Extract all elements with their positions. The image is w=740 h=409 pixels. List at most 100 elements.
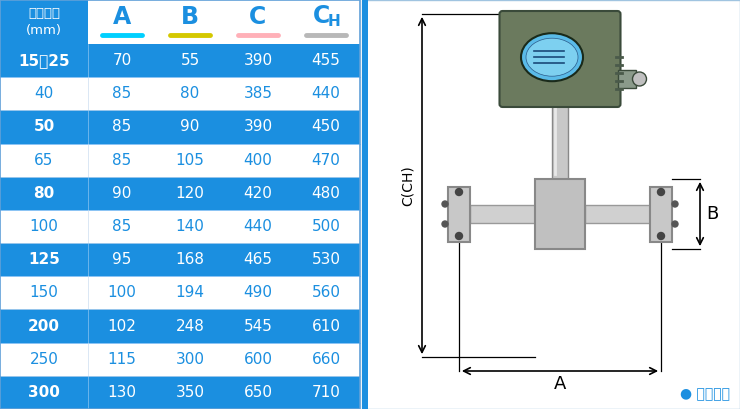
- Text: 490: 490: [243, 285, 272, 300]
- Text: 100: 100: [30, 219, 58, 234]
- Bar: [535, 179, 585, 249]
- FancyBboxPatch shape: [500, 11, 621, 107]
- Text: 390: 390: [243, 53, 272, 68]
- Bar: [88, 343, 156, 376]
- Bar: [156, 44, 224, 77]
- Bar: [88, 376, 156, 409]
- Text: 710: 710: [312, 385, 340, 400]
- Bar: [88, 243, 156, 276]
- Bar: [224, 276, 292, 310]
- Bar: [224, 210, 292, 243]
- Bar: [0, 343, 88, 376]
- Text: 420: 420: [243, 186, 272, 201]
- Bar: [156, 343, 224, 376]
- Bar: [224, 144, 292, 177]
- Bar: [224, 0, 292, 44]
- Bar: [292, 243, 360, 276]
- Bar: [88, 310, 156, 343]
- Text: 248: 248: [175, 319, 204, 334]
- Bar: [292, 210, 360, 243]
- Bar: [88, 77, 156, 110]
- Bar: [88, 144, 156, 177]
- Bar: [224, 110, 292, 144]
- Bar: [88, 210, 156, 243]
- Text: 385: 385: [243, 86, 272, 101]
- Bar: [0, 376, 88, 409]
- Bar: [0, 44, 88, 77]
- Bar: [156, 376, 224, 409]
- Bar: [617, 70, 636, 88]
- Text: 465: 465: [243, 252, 272, 267]
- Text: 390: 390: [243, 119, 272, 135]
- Text: 80: 80: [33, 186, 55, 201]
- Bar: [292, 376, 360, 409]
- Circle shape: [658, 189, 665, 196]
- Bar: [292, 177, 360, 210]
- Text: 90: 90: [112, 186, 132, 201]
- Text: 660: 660: [312, 352, 340, 367]
- Text: 90: 90: [181, 119, 200, 135]
- Circle shape: [672, 221, 678, 227]
- Bar: [156, 276, 224, 310]
- Text: 650: 650: [243, 385, 272, 400]
- Bar: [224, 44, 292, 77]
- Bar: [552, 104, 568, 179]
- Bar: [362, 0, 368, 409]
- Text: B: B: [706, 205, 718, 223]
- Text: 15～25: 15～25: [18, 53, 70, 68]
- Ellipse shape: [526, 38, 578, 76]
- Bar: [362, 0, 740, 409]
- Bar: [0, 276, 88, 310]
- Text: A: A: [113, 5, 131, 29]
- Bar: [156, 144, 224, 177]
- Bar: [292, 44, 360, 77]
- Bar: [88, 44, 156, 77]
- Circle shape: [658, 232, 665, 240]
- Text: 85: 85: [112, 86, 132, 101]
- Bar: [88, 110, 156, 144]
- Text: 440: 440: [243, 219, 272, 234]
- Text: 85: 85: [112, 119, 132, 135]
- Bar: [224, 243, 292, 276]
- Circle shape: [456, 189, 462, 196]
- Bar: [292, 343, 360, 376]
- Text: 470: 470: [312, 153, 340, 168]
- Bar: [224, 343, 292, 376]
- Bar: [470, 205, 535, 223]
- Text: H: H: [328, 13, 340, 29]
- Bar: [224, 376, 292, 409]
- Text: 250: 250: [30, 352, 58, 367]
- Text: 450: 450: [312, 119, 340, 135]
- Bar: [88, 177, 156, 210]
- Text: 100: 100: [107, 285, 136, 300]
- Text: 仪表口径
(mm): 仪表口径 (mm): [26, 7, 62, 37]
- Text: 125: 125: [28, 252, 60, 267]
- Bar: [0, 243, 88, 276]
- Text: 300: 300: [175, 352, 204, 367]
- Bar: [156, 77, 224, 110]
- Text: 95: 95: [112, 252, 132, 267]
- Bar: [224, 177, 292, 210]
- Bar: [549, 179, 571, 199]
- Text: C: C: [249, 5, 266, 29]
- Text: 85: 85: [112, 153, 132, 168]
- Bar: [88, 0, 156, 44]
- Text: 140: 140: [175, 219, 204, 234]
- Bar: [224, 77, 292, 110]
- Text: C(CH): C(CH): [401, 165, 415, 206]
- Bar: [156, 210, 224, 243]
- Text: 610: 610: [312, 319, 340, 334]
- Text: 130: 130: [107, 385, 136, 400]
- Text: 480: 480: [312, 186, 340, 201]
- Circle shape: [672, 201, 678, 207]
- Circle shape: [442, 201, 448, 207]
- Text: 80: 80: [181, 86, 200, 101]
- Bar: [292, 77, 360, 110]
- Text: A: A: [554, 375, 566, 393]
- Text: 545: 545: [243, 319, 272, 334]
- Bar: [292, 110, 360, 144]
- Bar: [292, 144, 360, 177]
- Text: C: C: [312, 4, 329, 28]
- Bar: [650, 187, 672, 241]
- Bar: [156, 110, 224, 144]
